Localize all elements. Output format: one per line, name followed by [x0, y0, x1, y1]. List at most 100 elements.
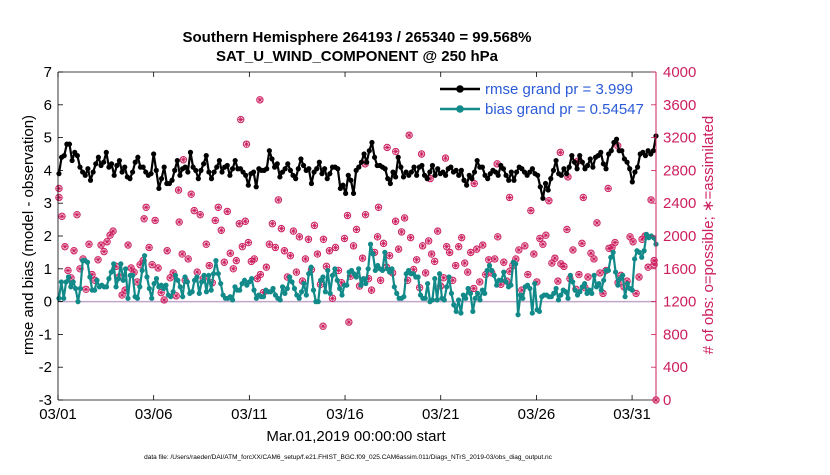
bias-data-point: [206, 272, 212, 278]
obs-possible-marker: [295, 233, 304, 241]
y-tick-label-left: 2: [44, 228, 52, 245]
rmse-data-point: [130, 169, 136, 175]
obs-count-point: [361, 210, 370, 219]
rmse-data-point: [298, 156, 304, 162]
bias-data-point: [184, 279, 191, 285]
bias-data-point: [177, 284, 183, 290]
obs-count-point: [196, 210, 204, 219]
obs-possible-marker: [277, 224, 286, 233]
obs-count-point: [241, 217, 250, 225]
obs-count-point: [145, 243, 153, 252]
rmse-data-point: [371, 154, 378, 160]
rmse-data-point: [550, 167, 557, 173]
obs-possible-marker: [343, 211, 352, 220]
obs-assimilated-marker: [420, 243, 426, 249]
bias-data-point: [527, 285, 533, 292]
obs-count-point: [235, 220, 243, 228]
bias-data-point: [329, 272, 336, 278]
rmse-data-point: [195, 176, 201, 182]
obs-assimilated-marker: [651, 258, 657, 264]
obs-possible-marker: [479, 241, 487, 249]
obs-assimilated-marker: [418, 151, 425, 157]
obs-assimilated-marker: [459, 235, 465, 241]
bias-data-point: [436, 271, 443, 277]
rmse-data-point: [514, 169, 520, 175]
obs-count-point: [397, 228, 406, 236]
obs-assimilated-marker: [442, 155, 449, 161]
bias-data-point: [444, 284, 450, 290]
obs-count-point: [385, 251, 394, 260]
bias-data-point: [175, 277, 181, 283]
bias-data-point: [260, 294, 267, 300]
obs-count-point-outlier: [579, 193, 587, 202]
obs-possible-marker: [145, 243, 153, 252]
rmse-data-point: [174, 157, 180, 164]
obs-possible-marker: [578, 239, 586, 248]
bias-data-point: [339, 292, 345, 298]
x-tick-label: 03/01: [39, 406, 77, 423]
obs-count-point: [461, 259, 469, 267]
rmse-data-point: [322, 166, 328, 172]
obs-assimilated-marker: [441, 275, 447, 281]
obs-possible-marker: [515, 246, 523, 254]
obs-assimilated-marker: [167, 275, 173, 281]
obs-possible-marker: [476, 278, 484, 286]
rmse-data-point: [327, 171, 333, 177]
bias-data-point: [620, 272, 626, 278]
obs-assimilated-marker: [89, 271, 95, 278]
rmse-data-point: [358, 159, 365, 165]
rmse-data-point: [140, 164, 146, 170]
obs-possible-marker: [455, 242, 463, 251]
obs-possible-marker: [524, 270, 532, 279]
obs-assimilated-marker: [254, 276, 260, 282]
obs-possible-marker: [238, 242, 247, 251]
obs-count-point: [109, 227, 117, 235]
obs-possible-marker: [61, 242, 69, 251]
chart-title: Southern Hemisphere 264193 / 265340 = 99…: [183, 29, 532, 46]
bias-data-point: [249, 276, 255, 282]
rmse-data-point: [335, 166, 341, 172]
legend-label-bias: bias grand pr = 0.54547: [485, 101, 644, 118]
x-axis-label: Mar.01,2019 00:00:00 start: [266, 428, 446, 445]
bias-data-point: [582, 280, 588, 287]
y-tick-label-right: 3600: [663, 97, 696, 114]
rmse-data-point: [506, 177, 512, 183]
obs-assimilated-marker: [122, 287, 128, 293]
obs-possible-marker: [536, 234, 544, 243]
bias-data-point: [572, 287, 578, 293]
bias-data-point: [360, 276, 367, 282]
bias-data-point: [75, 299, 81, 305]
obs-count-point: [629, 238, 637, 246]
obs-assimilated-marker: [513, 256, 519, 262]
obs-count-point: [310, 221, 319, 230]
obs-assimilated-marker: [95, 257, 101, 263]
rmse-data-point: [243, 172, 249, 178]
obs-count-point: [205, 261, 213, 270]
obs-assimilated-marker: [522, 243, 528, 249]
bias-data-point: [636, 249, 642, 255]
legend-marker-bias: [456, 105, 464, 113]
obs-possible-marker: [94, 256, 102, 264]
obs-count-point: [491, 255, 499, 263]
obs-assimilated-marker: [585, 274, 591, 280]
obs-count-point: [524, 270, 532, 279]
obs-assimilated-marker: [393, 148, 399, 155]
obs-assimilated-marker: [435, 228, 441, 234]
obs-assimilated-marker: [580, 194, 586, 201]
bias-data-point: [605, 267, 612, 274]
obs-possible-marker: [452, 261, 460, 270]
rmse-data-point: [545, 187, 551, 193]
x-tick-label: 03/16: [326, 406, 364, 423]
obs-assimilated-marker: [311, 222, 318, 228]
y-axis-label-right: # of obs: o=possible; ∗=assimilated: [700, 116, 717, 355]
obs-count-point: [193, 268, 201, 276]
obs-possible-marker: [587, 249, 595, 257]
rmse-data-point: [93, 161, 99, 167]
obs-possible-marker: [596, 269, 604, 277]
bias-data-point: [58, 279, 64, 285]
rmse-data-point: [566, 164, 572, 170]
obs-assimilated-marker: [561, 263, 567, 269]
bias-data-point: [463, 295, 469, 301]
rmse-data-point: [343, 190, 349, 196]
bias-data-point: [199, 279, 205, 285]
